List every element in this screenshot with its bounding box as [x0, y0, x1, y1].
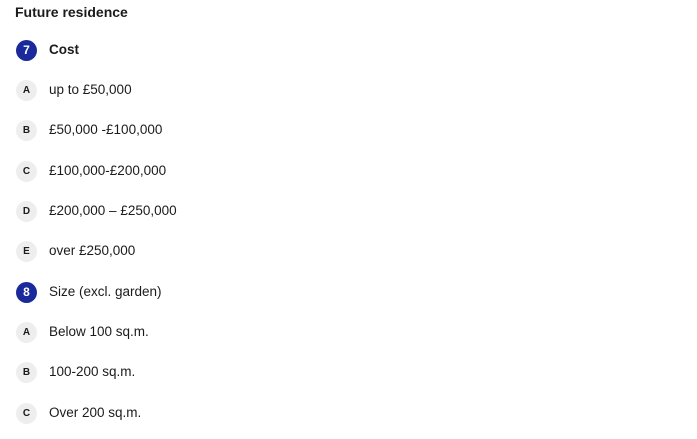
option-letter-badge[interactable]: A — [16, 79, 37, 101]
option-label[interactable]: 100-200 sq.m. — [49, 364, 136, 379]
option-label[interactable]: £200,000 – £250,000 — [49, 203, 177, 218]
option-letter-badge[interactable]: E — [16, 240, 37, 262]
question-label: Size (excl. garden) — [49, 284, 162, 299]
question-7: 7 Cost — [16, 39, 79, 61]
option-row[interactable]: A up to £50,000 — [16, 79, 132, 101]
option-label[interactable]: Over 200 sq.m. — [49, 405, 142, 420]
option-row[interactable]: D £200,000 – £250,000 — [16, 200, 177, 222]
option-label[interactable]: Below 100 sq.m. — [49, 324, 149, 339]
option-letter-badge[interactable]: D — [16, 200, 37, 222]
option-row[interactable]: C Over 200 sq.m. — [16, 402, 141, 424]
option-row[interactable]: A Below 100 sq.m. — [16, 321, 149, 343]
option-row[interactable]: C £100,000-£200,000 — [16, 160, 166, 182]
option-letter-badge[interactable]: C — [16, 160, 37, 182]
question-number-badge: 8 — [16, 281, 37, 303]
option-label[interactable]: over £250,000 — [49, 243, 136, 258]
option-label[interactable]: up to £50,000 — [49, 82, 132, 97]
option-letter-badge[interactable]: A — [16, 321, 37, 343]
option-letter-badge[interactable]: B — [16, 119, 37, 141]
option-label[interactable]: £50,000 -£100,000 — [49, 122, 163, 137]
question-8: 8 Size (excl. garden) — [16, 281, 162, 303]
section-title: Future residence — [15, 4, 128, 20]
option-letter-badge[interactable]: B — [16, 361, 37, 383]
option-row[interactable]: B £50,000 -£100,000 — [16, 119, 162, 141]
option-row[interactable]: B 100-200 sq.m. — [16, 361, 135, 383]
question-label: Cost — [49, 42, 79, 57]
option-letter-badge[interactable]: C — [16, 402, 37, 424]
question-number-badge: 7 — [16, 39, 37, 61]
option-row[interactable]: E over £250,000 — [16, 240, 135, 262]
option-label[interactable]: £100,000-£200,000 — [49, 163, 167, 178]
